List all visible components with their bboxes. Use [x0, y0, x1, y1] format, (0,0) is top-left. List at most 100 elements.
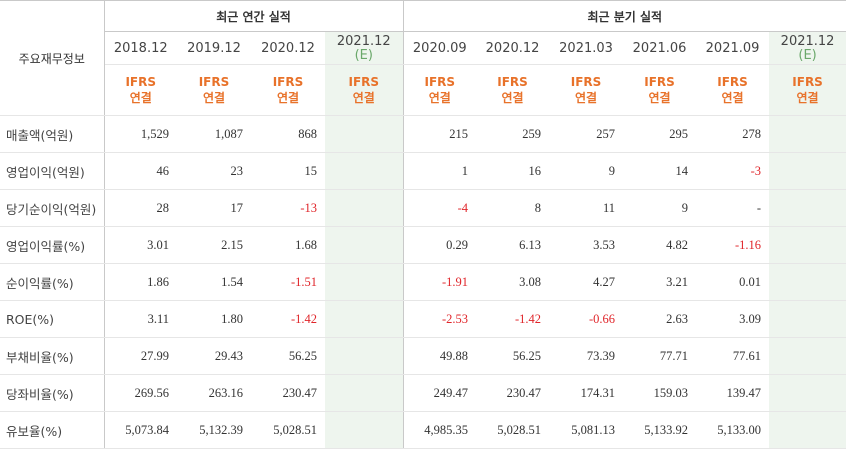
period-label: 2021.09 [705, 40, 760, 56]
row-label: 당기순이익(억원) [0, 189, 105, 227]
annual-value: 1,087 [177, 115, 251, 153]
quarter-value: 77.61 [696, 337, 770, 375]
quarter-value: 16 [476, 152, 550, 190]
annual-value: 23 [177, 152, 251, 190]
estimate-mark: (E) [798, 48, 817, 63]
ifrs-label: IFRS [125, 75, 157, 89]
period-quarter-4: 2021.09 [696, 31, 770, 65]
ifrs-label: IFRS [272, 75, 304, 89]
annual-value: 27.99 [104, 337, 177, 375]
quarter-value: 11 [549, 189, 624, 227]
annual-value: 15 [251, 152, 325, 190]
period-label: 2021.06 [632, 40, 687, 56]
quarter-value: 3.53 [549, 226, 624, 264]
table-row: 당기순이익(억원) 28 17 -13 -4 8 11 9- [0, 189, 846, 227]
table-row: ROE(%) 3.11 1.80 -1.42 -2.53 -1.42 -0.66 2.63 3.… [0, 300, 846, 338]
quarter-value: 159.03 [623, 374, 697, 412]
quarter-value: 73.39 [549, 337, 624, 375]
consolidated-label: 연결 [501, 91, 524, 105]
quarter-value: 5,133.00 [696, 411, 770, 449]
quarter-value: 215 [403, 115, 477, 153]
quarter-value [769, 263, 846, 301]
ifrs-label: IFRS [497, 75, 528, 89]
consolidated-label: 연결 [129, 91, 152, 105]
annual-value: 5,132.39 [177, 411, 251, 449]
annual-value: 5,028.51 [251, 411, 325, 449]
ifrs-badge: IFRS 연결 [251, 64, 325, 116]
consolidated-label: 연결 [276, 91, 300, 105]
annual-value: 269.56 [104, 374, 177, 412]
quarter-value: 14 [623, 152, 697, 190]
annual-value: 28 [104, 189, 177, 227]
period-annual-3: 2021.12 (E) [325, 31, 404, 65]
annual-value: 263.16 [177, 374, 251, 412]
annual-value: 230.47 [251, 374, 325, 412]
period-label: 2020.12 [261, 40, 315, 56]
quarter-value: 3.09 [696, 300, 770, 338]
annual-value: 1,529 [104, 115, 177, 153]
consolidated-label: 연결 [352, 91, 375, 105]
period-annual-1: 2019.12 [177, 31, 251, 65]
quarter-value: 0.01 [696, 263, 770, 301]
annual-value: 1.68 [251, 226, 325, 264]
annual-value [325, 152, 404, 190]
quarter-value: 6.13 [476, 226, 550, 264]
annual-value: 1.80 [177, 300, 251, 338]
quarter-value: 5,133.92 [623, 411, 697, 449]
period-label: 2020.09 [412, 40, 467, 56]
quarter-value: 5,081.13 [549, 411, 624, 449]
consolidated-label: 연결 [202, 91, 226, 105]
quarter-value: 49.88 [403, 337, 477, 375]
table-row: 영업이익률(%) 3.01 2.15 1.68 0.29 6.13 3.53 4.82 -1.1… [0, 226, 846, 264]
quarter-value [769, 411, 846, 449]
ifrs-label: IFRS [348, 75, 380, 89]
period-quarter-1: 2020.12 [476, 31, 550, 65]
annual-value [325, 374, 404, 412]
row-label: 유보율(%) [0, 411, 105, 449]
annual-value [325, 337, 404, 375]
period-annual-0: 2018.12 [104, 31, 177, 65]
quarter-value: -4 [403, 189, 477, 227]
annual-value: 1.86 [104, 263, 177, 301]
annual-value: -1.42 [251, 300, 325, 338]
period-label: 2019.12 [187, 40, 241, 56]
quarter-value: -1.42 [476, 300, 550, 338]
table-row: 당좌비율(%) 269.56 263.16 230.47 249.47 230.47 174… [0, 374, 846, 412]
ifrs-label: IFRS [198, 75, 230, 89]
annual-value [325, 300, 404, 338]
ifrs-label: IFRS [570, 75, 602, 89]
period-quarter-2: 2021.03 [549, 31, 624, 65]
quarter-value: 5,028.51 [476, 411, 550, 449]
period-quarter-5: 2021.12 (E) [769, 31, 846, 65]
annual-value: 56.25 [251, 337, 325, 375]
ifrs-label: IFRS [717, 75, 748, 89]
quarter-value: - [696, 189, 770, 227]
quarter-value: 4.82 [623, 226, 697, 264]
ifrs-label: IFRS [424, 75, 456, 89]
ifrs-badge: IFRS 연결 [769, 64, 846, 116]
row-label: 매출액(억원) [0, 115, 105, 153]
quarter-value: 56.25 [476, 337, 550, 375]
quarter-value: 9 [549, 152, 624, 190]
quarter-value: 278 [696, 115, 770, 153]
annual-value: 868 [251, 115, 325, 153]
ifrs-badge: IFRS 연결 [623, 64, 697, 116]
quarter-value: 4.27 [549, 263, 624, 301]
quarter-value: 8 [476, 189, 550, 227]
row-label: 영업이익률(%) [0, 226, 105, 264]
quarter-value: 259 [476, 115, 550, 153]
period-annual-2: 2020.12 [251, 31, 325, 65]
annual-value: -1.51 [251, 263, 325, 301]
consolidated-label: 연결 [796, 91, 819, 105]
quarter-value: 0.29 [403, 226, 477, 264]
quarter-value [769, 337, 846, 375]
table-row: 유보율(%) 5,073.84 5,132.39 5,028.51 4,985.35 5,… [0, 411, 846, 449]
quarter-value [769, 115, 846, 153]
annual-value: 3.11 [104, 300, 177, 338]
quarter-value: 230.47 [476, 374, 550, 412]
period-label: 2021.12 [780, 34, 835, 49]
annual-value: 3.01 [104, 226, 177, 264]
quarter-value [769, 374, 846, 412]
annual-value [325, 411, 404, 449]
ifrs-label: IFRS [792, 75, 823, 89]
